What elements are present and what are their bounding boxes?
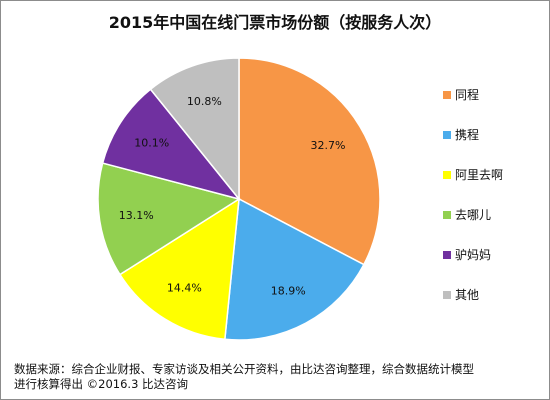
legend-swatch-5 (443, 251, 451, 259)
data-source-note: 数据来源：综合企业财报、专家访谈及相关公开资料，由比达咨询整理，综合数据统计模型… (14, 362, 539, 392)
pie-slice-3 (118, 197, 240, 341)
legend-label-1: 同程 (455, 88, 480, 102)
legend-item-1: 同程 (443, 88, 479, 102)
pie-slice-5 (101, 88, 242, 201)
pie-slices (97, 57, 381, 341)
legend-item-5: 驴妈妈 (443, 248, 491, 262)
pie-slice-label-3: 14.4% (167, 282, 202, 295)
legend-label-3: 阿里去啊 (455, 168, 504, 182)
pie-slice-label-5: 10.1% (134, 136, 169, 149)
legend-label-4: 去哪儿 (455, 208, 492, 222)
legend-label-5: 驴妈妈 (455, 248, 492, 262)
data-source-line-2: 进行核算得出 ©2016.3 比达咨询 (14, 377, 189, 391)
pie-slice-6 (149, 57, 240, 202)
pie-slice-label-6: 10.8% (187, 95, 222, 108)
legend-label-2: 携程 (455, 128, 480, 142)
chart-title: 2015年中国在线门票市场份额（按服务人次） (108, 13, 442, 32)
pie-slice-label-4: 13.1% (119, 209, 154, 222)
legend-item-2: 携程 (443, 128, 479, 142)
legend-swatch-4 (443, 211, 451, 219)
data-source-line-1: 数据来源：综合企业财报、专家访谈及相关公开资料，由比达咨询整理，综合数据统计模型 (14, 362, 474, 376)
legend-item-6: 其他 (443, 288, 479, 302)
legend-label-6: 其他 (455, 288, 480, 302)
pie-slice-2 (224, 197, 365, 341)
legend-swatch-3 (443, 171, 451, 179)
legend-swatch-2 (443, 131, 451, 139)
pie-slice-1 (238, 57, 381, 266)
pie-slice-label-2: 18.9% (271, 285, 306, 298)
pie-slice-label-1: 32.7% (311, 139, 346, 152)
legend-swatch-1 (443, 91, 451, 99)
legend-swatch-6 (443, 291, 451, 299)
pie-slice-labels: 32.7% 18.9% 14.4% 13.1% 10.1% 10.8% (119, 95, 346, 298)
pie-slice-4 (97, 162, 241, 276)
legend-item-4: 去哪儿 (443, 208, 491, 222)
legend-item-3: 阿里去啊 (443, 168, 503, 182)
